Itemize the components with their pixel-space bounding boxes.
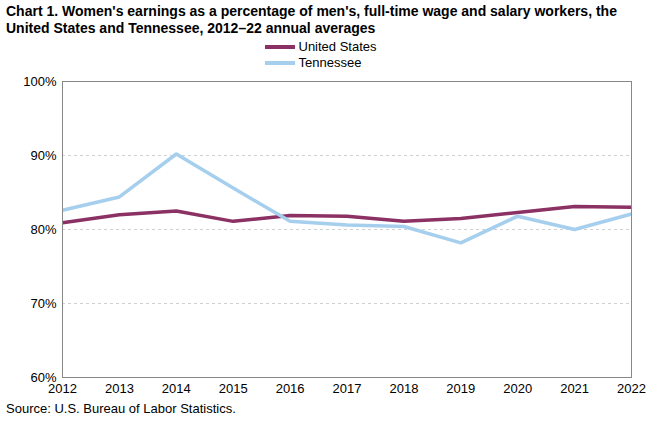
svg-text:2020: 2020 bbox=[503, 381, 532, 396]
svg-text:2013: 2013 bbox=[105, 381, 134, 396]
svg-text:2016: 2016 bbox=[276, 381, 305, 396]
html-text:Tennessee: Tennessee bbox=[298, 55, 362, 70]
svg-text:2012: 2012 bbox=[48, 381, 77, 396]
svg-text:60%: 60% bbox=[30, 369, 57, 385]
svg-text:2017: 2017 bbox=[333, 381, 362, 396]
svg-text:80%: 80% bbox=[30, 222, 56, 237]
svg-text:2014: 2014 bbox=[162, 381, 191, 396]
svg-text:2015: 2015 bbox=[219, 381, 248, 396]
svg-text:70%: 70% bbox=[30, 296, 56, 311]
svg-text:2021: 2021 bbox=[560, 381, 589, 396]
svg-text:2018: 2018 bbox=[389, 381, 418, 396]
svg-text:2022: 2022 bbox=[617, 381, 646, 396]
html-text:Source: U.S. Bureau of Labor S: Source: U.S. Bureau of Labor Statistics. bbox=[6, 401, 236, 416]
svg-text:90%: 90% bbox=[30, 148, 56, 163]
html-text:Chart 1. Women's earnings as a: Chart 1. Women's earnings as a percentag… bbox=[6, 3, 617, 36]
html-text:United States: United States bbox=[298, 39, 377, 54]
svg-text:100%: 100% bbox=[23, 74, 57, 89]
svg-text:2019: 2019 bbox=[446, 381, 475, 396]
